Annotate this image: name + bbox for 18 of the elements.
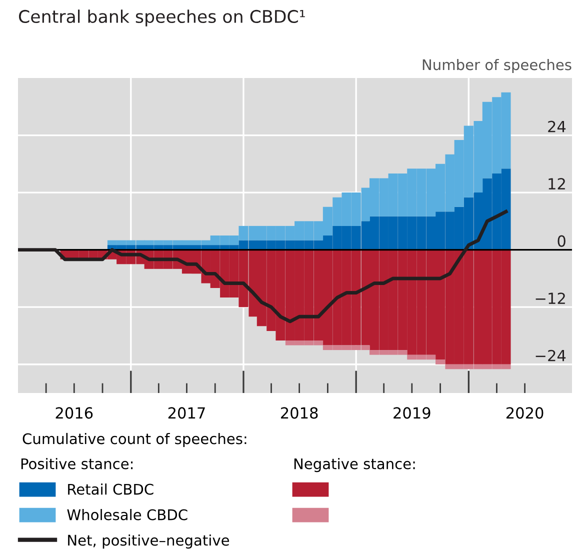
legend-label: Wholesale CBDC bbox=[67, 508, 188, 520]
y-tick-label: 0 bbox=[558, 235, 566, 247]
text: Negative stance: bbox=[294, 458, 415, 472]
y-tick-label: 12 bbox=[548, 178, 565, 190]
x-tick-label: 2020 bbox=[506, 407, 544, 419]
y-axis-title: Number of speeches bbox=[422, 58, 572, 74]
y-tick-label: −24 bbox=[536, 350, 566, 362]
y-tick-label: 24 bbox=[548, 120, 566, 132]
x-tick-label: 2016 bbox=[56, 407, 93, 419]
legend-label: Retail CBDC bbox=[68, 483, 154, 495]
chart-title: Central bank speeches on CBDC¹ bbox=[18, 10, 305, 26]
x-tick-label: 2017 bbox=[168, 407, 205, 419]
legend-title: Cumulative count of speeches: bbox=[22, 432, 246, 448]
x-tick-label: 2019 bbox=[394, 407, 430, 419]
y-tick-label: −12 bbox=[536, 292, 565, 304]
x-tick-label: 2018 bbox=[280, 407, 318, 419]
legend-label: Net, positive–negative bbox=[68, 534, 230, 549]
text: Positive stance: bbox=[21, 458, 133, 470]
